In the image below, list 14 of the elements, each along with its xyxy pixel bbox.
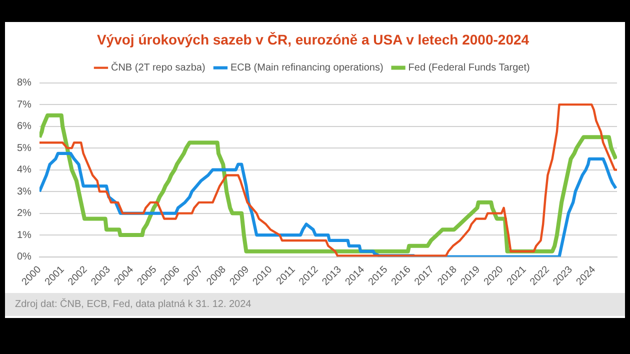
y-tick-label: 1% <box>17 230 32 241</box>
chart-title: Vývoj úrokových sazeb v ČR, eurozóně a USA v letech 2000-2024 <box>96 31 530 48</box>
y-tick-label: 4% <box>17 164 32 176</box>
y-tick-label: 6% <box>17 121 32 132</box>
y-tick-label: 2% <box>17 208 32 220</box>
y-tick-label: 5% <box>17 142 32 154</box>
legend-label: Fed (Federal Funds Target) <box>408 62 530 74</box>
legend-label: ECB (Main refinancing operations) <box>230 62 384 74</box>
legend-label: ČNB (2T repo sazba) <box>110 62 206 74</box>
y-tick-label: 0% <box>17 252 32 263</box>
text: Zdroj dat: ČNB, ECB, Fed, data platná k 31. 12. 2024 <box>15 299 252 310</box>
y-tick-label: 7% <box>17 99 32 110</box>
y-tick-label: 3% <box>17 186 32 198</box>
y-tick-label: 8% <box>17 78 32 89</box>
